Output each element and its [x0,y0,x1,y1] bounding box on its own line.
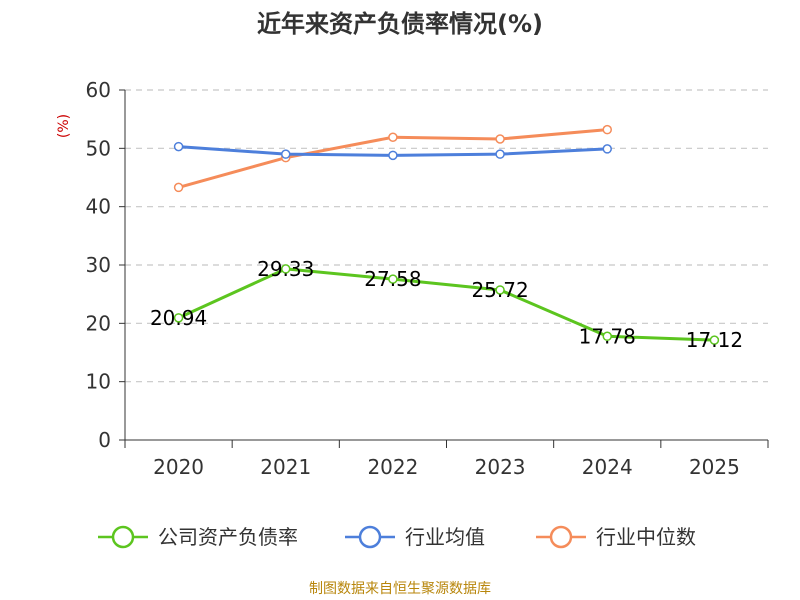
data-point [173,141,184,152]
data-label: 17.78 [579,324,636,348]
source-note: 制图数据来自恒生聚源数据库 [309,581,491,597]
x-tick-label: 2024 [582,455,633,479]
data-point [173,313,184,323]
legend-label: 行业均值 [405,525,485,549]
x-tick-label: 2020 [153,455,204,479]
y-tick-label: 0 [98,428,111,452]
data-label: 27.58 [364,267,421,291]
data-point [602,144,612,154]
data-point [281,264,291,274]
legend-marker [549,525,573,549]
data-point [388,132,398,142]
y-tick-label: 30 [86,253,111,277]
legend-marker [358,525,382,549]
data-point [709,335,720,345]
data-label: 20.94 [150,306,207,330]
x-tick-label: 2025 [689,455,740,479]
x-tick-label: 2021 [260,455,311,479]
data-point [173,182,184,193]
data-label: 25.72 [471,278,528,302]
data-point [602,331,612,342]
data-point [388,274,398,284]
data-point [388,150,398,161]
legend-label: 公司资产负债率 [158,525,298,549]
legend-marker [111,525,135,549]
y-tick-label: 40 [86,195,111,219]
x-tick-label: 2023 [475,455,526,479]
y-tick-label: 20 [86,311,111,335]
data-point [495,134,505,144]
chart-title: 近年来资产负债率情况(%) [257,10,543,38]
y-axis-unit: (%) [56,114,72,138]
y-tick-label: 50 [86,136,111,160]
data-point [495,149,505,159]
y-tick-label: 10 [86,370,111,394]
data-label: 29.33 [257,257,314,281]
y-tick-label: 60 [86,78,111,102]
x-tick-label: 2022 [367,455,418,479]
data-point [281,149,291,159]
data-point [495,285,505,295]
data-label: 17.12 [686,328,743,352]
legend-label: 行业中位数 [596,525,696,549]
data-point [602,124,612,135]
series-line [177,267,715,342]
